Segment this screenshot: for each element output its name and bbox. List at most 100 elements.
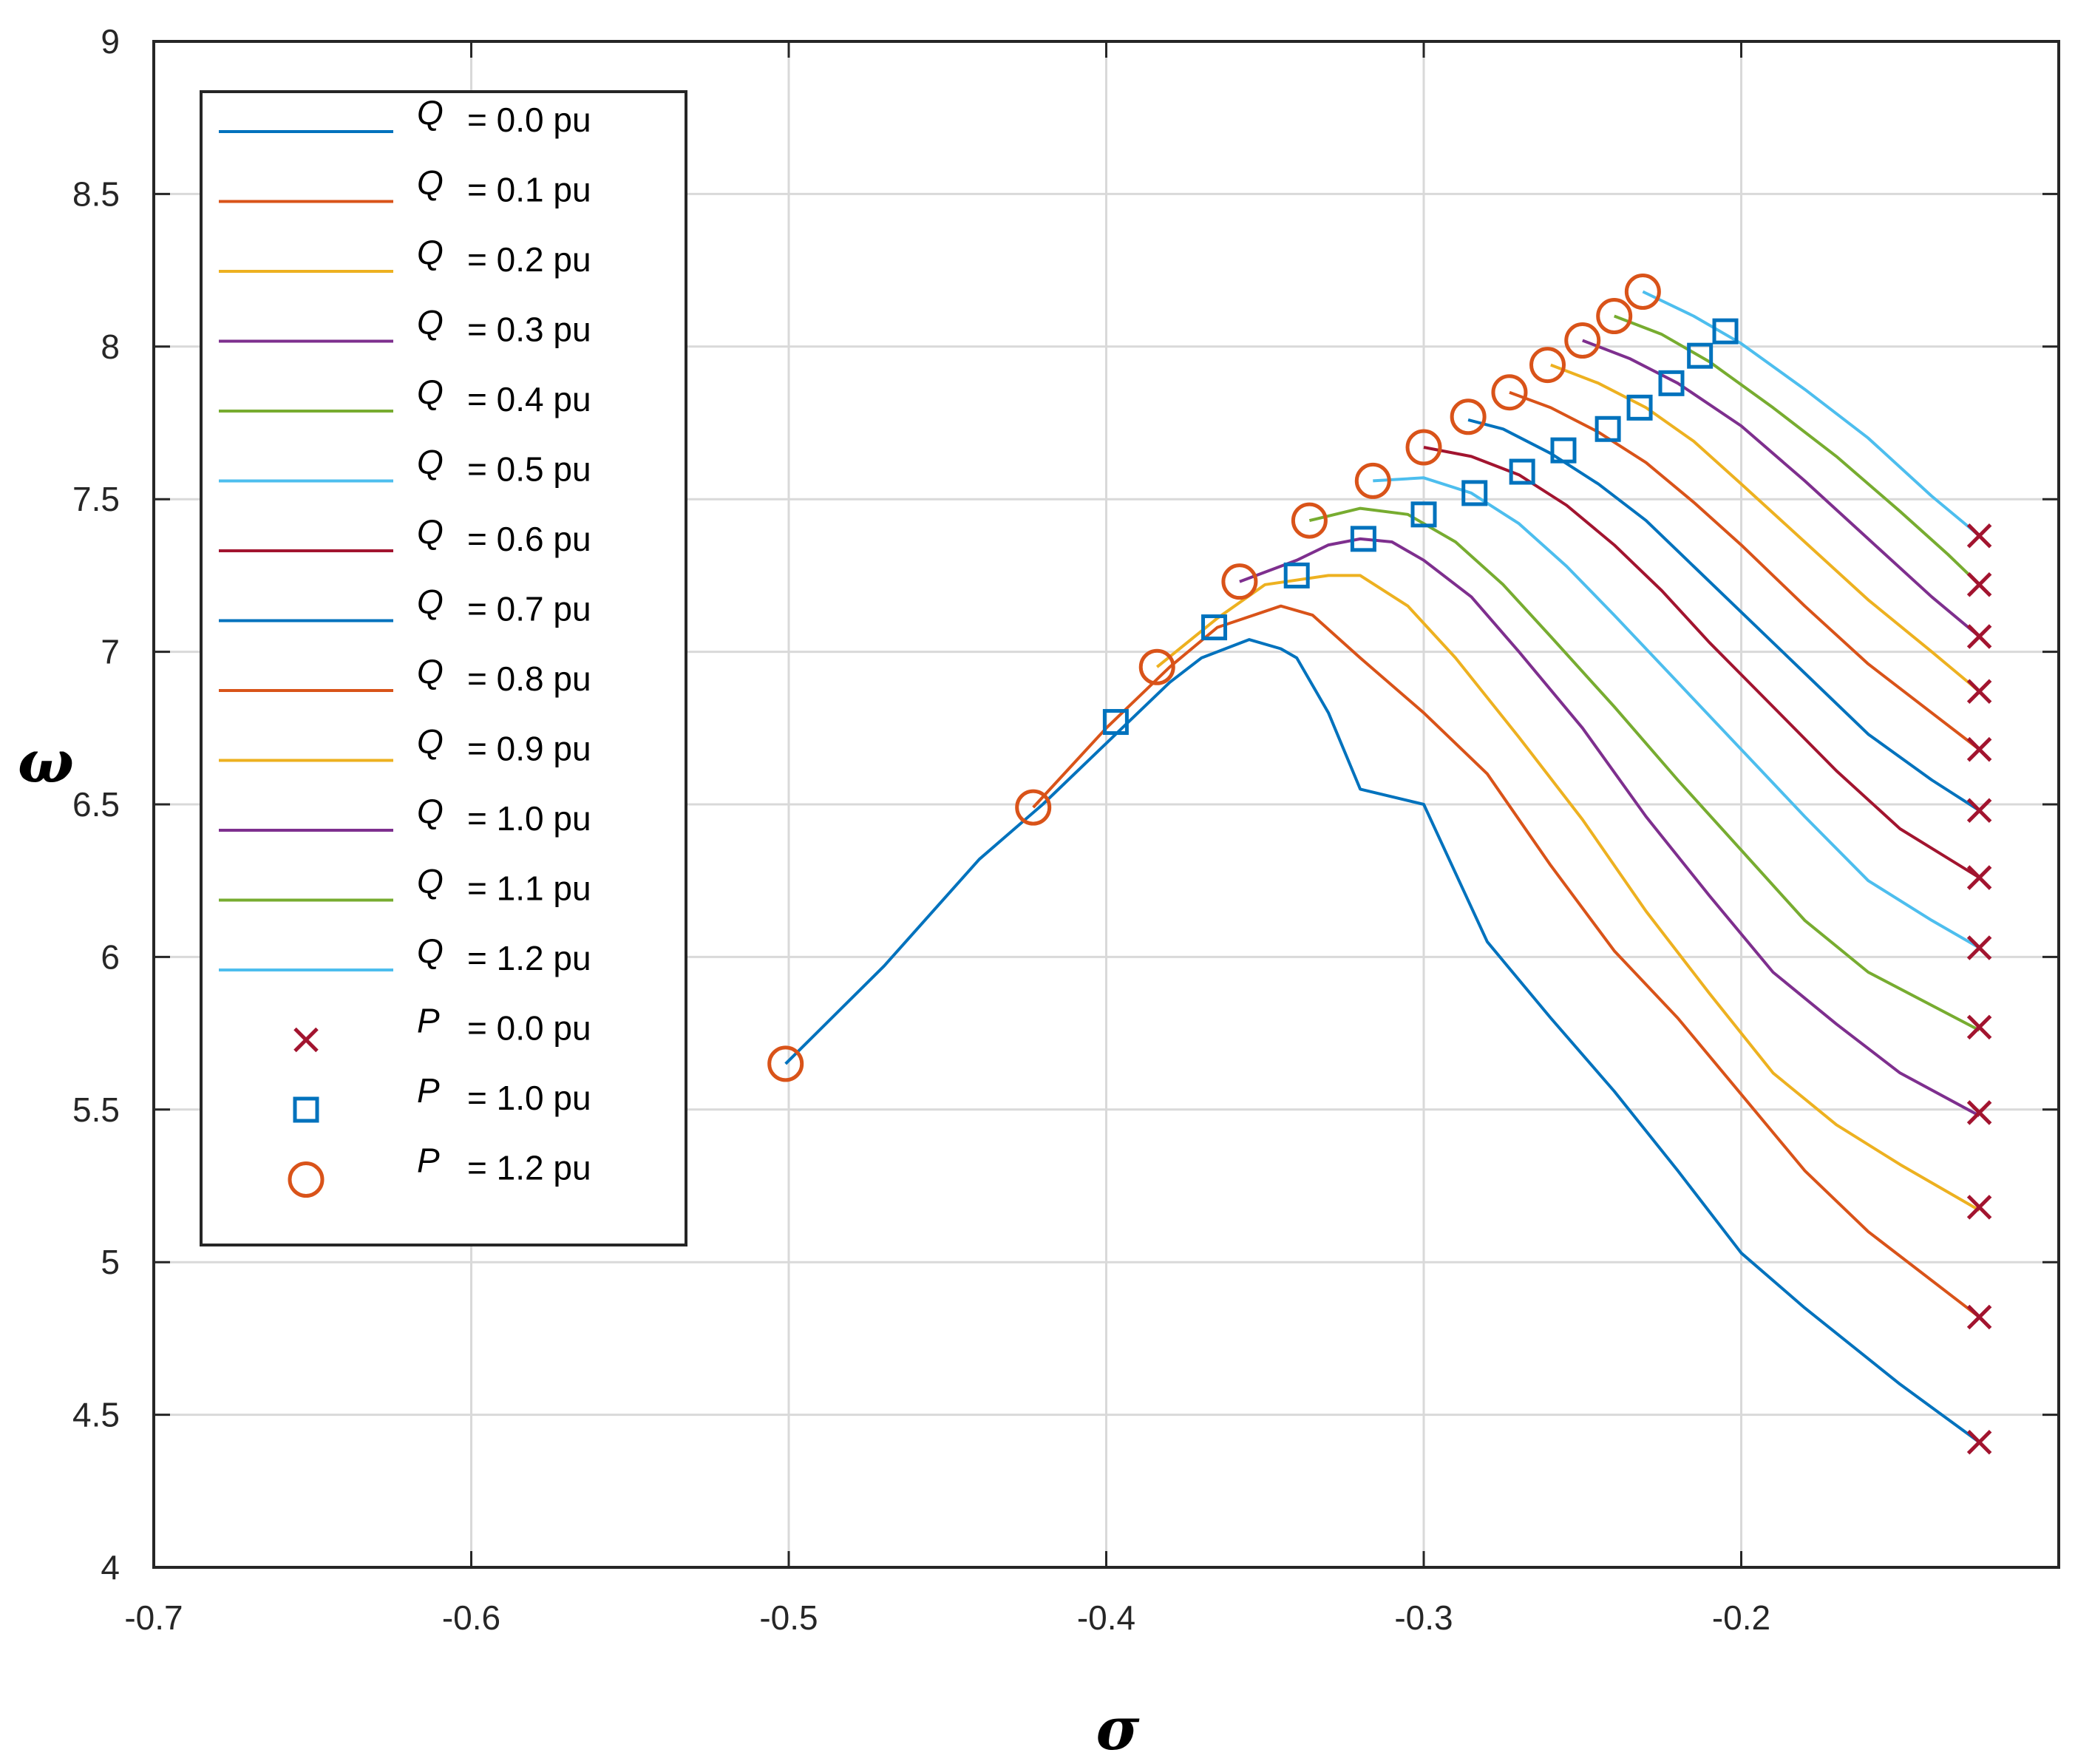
legend-box: [200, 90, 687, 1246]
legend-variable: Q: [417, 722, 444, 761]
marker-square-point: [1595, 415, 1621, 442]
y-tick-label: 5.5: [72, 1090, 120, 1129]
marker-circle-point: [1450, 398, 1487, 435]
y-tick-label: 7: [101, 633, 120, 671]
legend-variable: Q: [417, 373, 444, 411]
legend-variable: P: [417, 1002, 440, 1040]
marker-x-point: [1966, 1304, 1992, 1330]
legend-variable: Q: [417, 792, 444, 830]
legend-variable: Q: [417, 652, 444, 691]
y-tick-label: 4.5: [72, 1396, 120, 1434]
marker-x-point: [1966, 1195, 1992, 1220]
legend-label: = 0.4 pu: [467, 380, 591, 418]
marker-circle-point: [1596, 298, 1633, 335]
marker-x-point: [1966, 736, 1992, 762]
marker-square-point: [1687, 342, 1714, 369]
series-line-q-7: [1467, 418, 1980, 812]
marker-circle-point: [1624, 273, 1661, 310]
series-line-q-4: [1308, 506, 1980, 1032]
legend-label: = 0.3 pu: [467, 311, 591, 349]
marker-x-point: [1966, 1100, 1992, 1125]
legend-label: = 0.7 pu: [467, 590, 591, 628]
legend: Q = 0.0 pu Q = 0.1 pu Q = 0.2 pu Q = 0.3 pu Q = 0…: [200, 90, 687, 1246]
x-tick-labels: -0.7 -0.6 -0.5 -0.4 -0.3 -0.2: [124, 1598, 1770, 1637]
y-tick-label: 6.5: [72, 785, 120, 824]
y-tick-label: 8.5: [72, 174, 120, 213]
marker-circle-point: [1221, 563, 1258, 600]
legend-marker-circle: [288, 1161, 325, 1198]
x-tick-label: -0.7: [124, 1598, 183, 1637]
y-tick-label: 5: [101, 1243, 120, 1281]
marker-x-point: [1966, 572, 1992, 597]
legend-label: = 0.0 pu: [467, 101, 591, 139]
series-line-q-3: [1239, 537, 1980, 1117]
y-tick-label: 6: [101, 937, 120, 976]
marker-circle-point: [1491, 374, 1528, 411]
marker-circle-point: [1564, 322, 1601, 359]
y-tick-label: 4: [101, 1548, 120, 1587]
series-line-q-0: [784, 638, 1980, 1444]
legend-label: = 0.8 pu: [467, 659, 591, 698]
x-tick-label: -0.5: [759, 1598, 818, 1637]
marker-x-point: [1966, 798, 1992, 824]
legend-label: = 1.1 pu: [467, 869, 591, 908]
legend-label: = 0.6 pu: [467, 520, 591, 558]
legend-variable: Q: [417, 512, 444, 551]
legend-variable: Q: [417, 93, 444, 132]
marker-x-point: [1966, 1014, 1992, 1040]
marker-x-point: [1966, 1429, 1992, 1455]
marker-x-point: [1966, 935, 1992, 960]
legend-variable: Q: [417, 583, 444, 621]
marker-circle-point: [1405, 429, 1442, 466]
marker-x-point: [1966, 624, 1992, 649]
legend-label: = 1.0 pu: [467, 1079, 591, 1117]
x-tick-label: -0.4: [1077, 1598, 1135, 1637]
x-tick-label: -0.3: [1394, 1598, 1453, 1637]
marker-square-point: [1350, 526, 1376, 552]
series-line-q-8: [1509, 390, 1980, 751]
marker-x-point: [1966, 865, 1992, 890]
markers-group: [767, 273, 1992, 1455]
marker-square-point: [1410, 501, 1437, 528]
legend-variable: Q: [417, 862, 444, 900]
marker-square-point: [1201, 614, 1228, 641]
y-tick-labels: 4 4.5 5 5.5 6 6.5 7 7.5 8 8.5 9: [72, 22, 120, 1587]
legend-label: = 1.0 pu: [467, 799, 591, 838]
legend-label: = 1.2 pu: [467, 1149, 591, 1187]
legend-variable: Q: [417, 932, 444, 970]
marker-square-point: [1102, 709, 1129, 736]
legend-variable: Q: [417, 233, 444, 271]
plot-frame: [152, 40, 2060, 1569]
series-line-q-12: [1642, 290, 1980, 537]
legend-label: = 1.2 pu: [467, 939, 591, 977]
series-line-q-1: [1032, 604, 1980, 1319]
marker-square-point: [1509, 458, 1535, 485]
marker-x-point: [1966, 679, 1992, 705]
legend-variable: P: [417, 1071, 440, 1110]
marker-x-point: [1966, 523, 1992, 549]
x-axis-title: σ: [1096, 1694, 1140, 1763]
legend-variable: Q: [417, 303, 444, 342]
legend-marker-x: [293, 1027, 319, 1053]
marker-square-point: [1712, 318, 1739, 345]
legend-variable: Q: [417, 163, 444, 202]
marker-circle-point: [1291, 502, 1328, 539]
legend-variable: Q: [417, 443, 444, 481]
legend-label: = 0.1 pu: [467, 171, 591, 209]
legend-marker-square: [293, 1096, 319, 1123]
marker-square-point: [1626, 394, 1653, 421]
marker-circle-point: [1529, 347, 1566, 384]
marker-square-point: [1658, 370, 1685, 396]
series-line-q-9: [1550, 363, 1980, 693]
legend-label: = 0.9 pu: [467, 730, 591, 768]
legend-label: = 0.2 pu: [467, 240, 591, 279]
marker-square-point: [1461, 480, 1488, 506]
legend-label: = 0.0 pu: [467, 1009, 591, 1048]
y-tick-label: 8: [101, 328, 120, 366]
y-tick-label: 9: [101, 22, 120, 61]
marker-circle-point: [1015, 789, 1052, 826]
marker-circle-point: [1138, 648, 1175, 685]
marker-square-point: [1283, 562, 1310, 588]
x-tick-label: -0.2: [1712, 1598, 1770, 1637]
